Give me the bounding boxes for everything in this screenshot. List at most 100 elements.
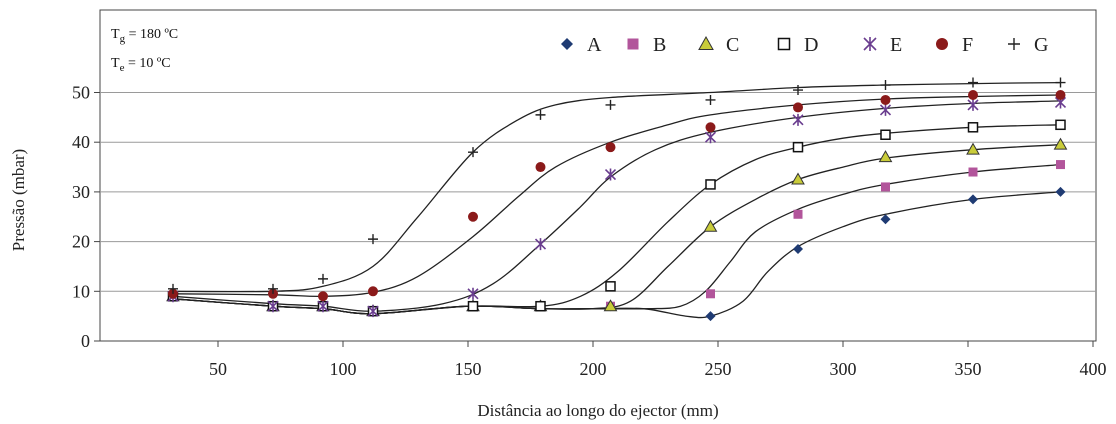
point-F-2 [318,291,328,302]
point-B-10 [968,167,978,177]
y-tick-label-40: 40 [72,132,90,152]
point-E-8 [792,113,804,126]
point-F-3 [368,286,378,297]
point-F-8 [793,102,803,113]
curve-D [172,124,1061,315]
point-G-2 [318,273,328,284]
conditions-box: Tg = 180 ºC Te = 10 ºC [111,27,178,74]
legend-marker-G [1008,38,1020,50]
point-G-6 [605,99,616,110]
point-A-9 [880,214,891,225]
y-tick-label-0: 0 [81,331,90,351]
gridlines [100,92,1096,292]
legend-marker-D [777,37,791,51]
point-C-10 [966,142,980,155]
point-G-1 [268,283,278,294]
point-D-5 [535,300,546,312]
point-E-1 [267,300,279,313]
point-C-11 [1053,137,1068,150]
point-B-7 [706,289,715,299]
point-E-7 [704,131,717,144]
point-G-3 [368,234,378,245]
data-points [166,77,1068,322]
x-tick-label-200: 200 [580,359,607,379]
legend-marker-A [561,38,573,50]
point-E-3 [367,305,379,318]
point-F-11 [1055,89,1066,100]
point-D-9 [880,129,891,140]
condition-0: Tg = 180 ºC [111,27,178,45]
curve-E [172,100,1061,312]
point-D-7 [705,179,716,190]
point-B-8 [793,209,803,219]
point-D-6 [605,281,616,292]
point-A-10 [968,194,978,205]
y-tick-label-50: 50 [72,83,90,103]
condition-1: Te = 10 ºC [111,56,171,74]
point-G-0 [168,283,178,294]
plot-frame [99,9,1097,342]
point-B-11 [1056,160,1065,170]
curve-C [172,144,1061,315]
x-tick-label-50: 50 [209,359,227,379]
point-A-8 [793,244,803,255]
point-E-5 [534,238,547,251]
point-C-7 [703,219,718,232]
point-A-7 [705,311,716,322]
x-tick-label-250: 250 [705,359,732,379]
point-B-9 [881,182,890,192]
point-G-8 [793,85,803,96]
point-C-9 [878,150,893,163]
point-E-4 [467,287,479,300]
curve-G [172,81,1061,293]
legend-marker-C [698,35,714,50]
point-D-8 [792,141,804,153]
legend: A B C D E F G [561,34,1048,56]
point-D-11 [1055,119,1066,131]
legend-label-F: F [962,34,973,56]
legend-marker-F [936,38,948,50]
point-E-9 [879,103,892,116]
point-D-4 [467,300,479,312]
legend-label-D: D [804,34,818,56]
x-tick-label-300: 300 [830,359,857,379]
point-F-10 [968,89,978,100]
y-tick-label-30: 30 [72,182,90,202]
point-F-4 [468,211,478,222]
point-D-10 [967,122,979,133]
legend-label-B: B [653,34,666,56]
point-G-10 [968,77,978,88]
x-tick-label-350: 350 [955,359,982,379]
legend-label-E: E [890,34,902,56]
legend-label-C: C [726,34,739,56]
point-F-5 [535,162,546,173]
x-tick-label-150: 150 [455,359,482,379]
legend-label-A: A [587,34,602,56]
point-F-6 [605,142,616,153]
x-axis-label: Distância ao longo do ejector (mm) [477,401,718,420]
point-F-7 [705,122,716,133]
axes: 0 10 20 30 40 50 50 100 150 200 250 300 350 400 [72,83,1107,380]
legend-marker-B [627,38,639,50]
point-G-5 [535,109,546,120]
point-C-8 [791,172,805,185]
y-axis-label: Pressão (mbar) [9,149,28,251]
point-G-4 [468,147,478,158]
curve-F [172,94,1061,298]
fitted-curves [172,81,1061,319]
y-tick-label-10: 10 [72,281,90,301]
point-E-10 [967,98,979,111]
point-G-7 [705,94,716,105]
legend-marker-E [863,37,877,51]
curve-A [172,191,1061,319]
point-G-11 [1055,77,1066,88]
point-C-6 [603,299,618,312]
point-E-2 [317,300,329,313]
y-tick-label-20: 20 [72,232,90,252]
point-A-11 [1055,186,1066,197]
point-E-6 [604,168,617,181]
point-G-9 [880,80,891,91]
point-F-9 [880,94,891,105]
x-tick-label-400: 400 [1080,359,1107,379]
